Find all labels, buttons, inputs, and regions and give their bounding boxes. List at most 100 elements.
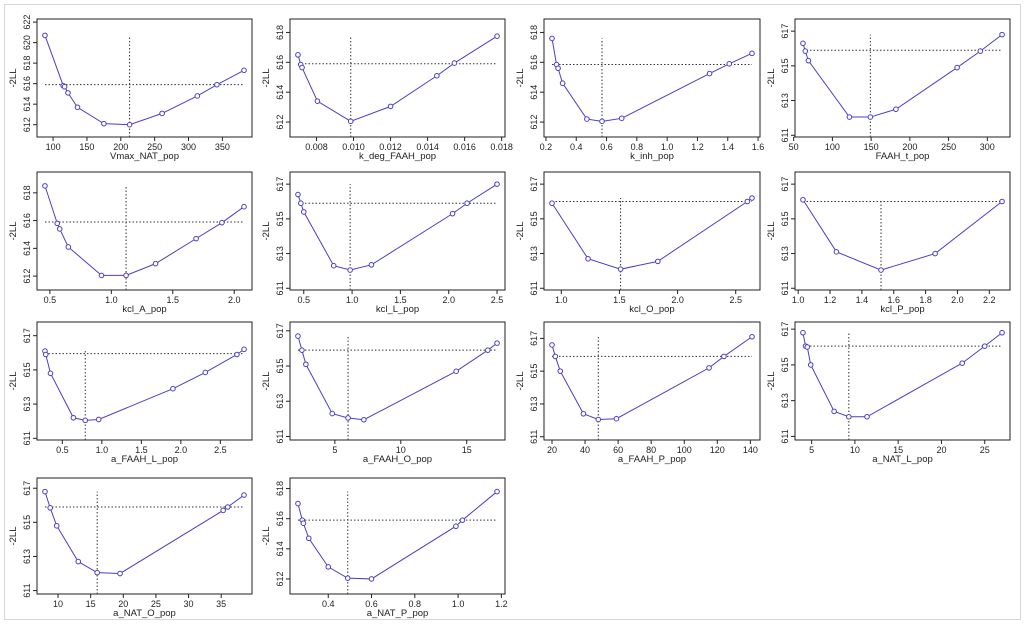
x-axis-label: a_FAAH_P_pop [618,454,686,465]
data-point [101,120,107,127]
x-tick-label: 0.010 [342,142,365,152]
y-axis-label: -2LL [515,221,526,240]
y-axis-label: -2LL [261,68,272,87]
y-tick-label: 615 [22,515,32,530]
data-point [494,488,500,495]
data-point [999,31,1005,38]
data-point [75,558,82,565]
data-point [800,196,806,203]
data-point [295,52,301,58]
y-tick-label: 611 [22,583,32,597]
profile-curve [44,35,245,126]
data-point [464,200,470,207]
data-point [241,67,247,74]
data-point [305,535,312,542]
data-point [53,522,60,529]
y-tick-label: 615 [780,211,790,226]
x-tick-label: 150 [864,142,879,152]
data-point [361,416,367,423]
x-tick-label: 80 [646,445,656,455]
data-point [298,200,304,207]
data-point [706,365,712,371]
x-tick-label: 30 [184,599,194,609]
y-tick-label: 617 [22,328,32,343]
data-point [617,266,624,272]
data-point [805,57,812,64]
x-tick-label: 2.5 [214,445,227,455]
plot-box [289,171,506,291]
y-tick-label: 612 [22,117,32,132]
y-tick-label: 615 [529,364,539,379]
x-tick-label: 100 [825,142,840,152]
data-point [82,417,89,424]
data-point [295,500,301,507]
data-point [347,118,354,125]
data-point [580,410,587,417]
data-point [878,267,884,273]
data-point [864,413,870,420]
profile-curve [551,197,753,270]
data-point [804,344,811,350]
data-point [295,191,301,198]
x-tick-label: 0.008 [305,142,328,152]
profile-panel-k_inh_pop: 0.2 0.4 0.6 0.8 1.0 1.2 1.4 1.6 612 614 616 618 k_in… [515,18,765,162]
data-point [117,570,123,577]
x-tick-label: 1.6 [752,142,765,152]
data-point [329,410,336,417]
y-tick-label: 617 [275,177,285,192]
x-tick-label: 1.2 [824,295,837,305]
data-point [459,517,466,523]
data-point [234,351,240,358]
x-tick-label: 2.0 [951,295,964,305]
data-point [721,353,727,360]
data-point [595,416,602,423]
data-point [95,416,102,423]
data-point [98,272,105,279]
data-point [224,504,231,510]
data-point [618,115,625,122]
profile-curve [802,332,1003,418]
plot-box [794,321,1011,441]
y-tick-label: 611 [529,430,539,444]
data-point [194,93,201,99]
y-tick-label: 616 [22,213,32,228]
y-axis-label: -2LL [515,371,526,390]
data-point [214,81,220,88]
y-tick-label: 614 [529,85,539,100]
y-tick-label: 615 [529,211,539,226]
data-point [42,32,48,39]
data-point [74,104,81,111]
data-point [345,415,351,421]
data-point [220,507,226,514]
y-tick-label: 614 [22,97,32,112]
x-tick-label: 15 [893,445,903,455]
y-tick-label: 616 [529,55,539,70]
data-point [613,415,620,422]
plot-box [543,171,761,291]
y-axis-label: -2LL [766,371,777,390]
x-tick-label: 250 [147,142,162,152]
y-tick-label: 615 [22,362,32,377]
y-tick-label: 614 [275,541,285,556]
profile-panel-Vmax_NAT_pop: 100 150 200 250 300 350 612 614 616 618 620 622 Vmax… [8,15,253,162]
data-point [954,64,960,71]
y-tick-label: 613 [275,394,285,409]
x-tick-label: 300 [980,142,995,152]
data-point [368,262,375,268]
x-tick-label: 150 [79,142,94,152]
x-tick-label: 1.0 [346,295,359,305]
data-point [655,258,661,265]
x-tick-label: 0.6 [600,142,613,152]
x-tick-label: 2.5 [729,295,742,305]
x-axis-label: kcl_L_pop [376,304,419,315]
profile-panel-a_FAAH_P_pop: 20 40 60 80 100 120 140 611 613 615 617 a_FAAH_P_po… [515,321,761,465]
data-point [494,33,500,39]
x-axis-label: kcl_P_pop [880,304,924,315]
x-tick-label: 5 [809,445,814,455]
data-point [295,333,301,339]
y-tick-label: 613 [22,549,32,564]
data-point [831,408,837,415]
x-tick-label: 350 [215,142,230,152]
profile-curve [551,336,753,421]
data-point [61,83,68,90]
